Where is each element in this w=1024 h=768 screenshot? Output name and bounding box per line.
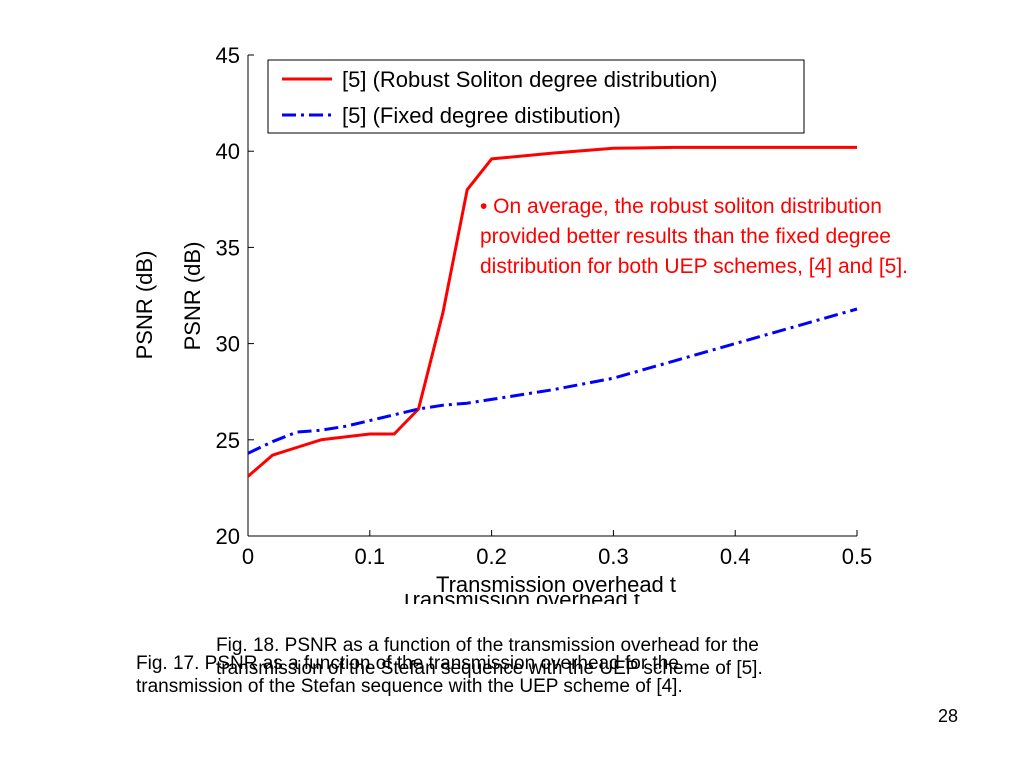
- annotation-line: distribution for both UEP schemes, [4] a…: [480, 255, 909, 278]
- x-tick-label: 0.4: [720, 544, 751, 569]
- series-layer: [247, 145, 858, 478]
- psnr-chart: PSNR (dB) Transmission overhead t 0 0.1 0.…: [132, 43, 873, 612]
- back-x-axis-label: Transmission overhead t: [400, 587, 640, 612]
- annotation-line: • On average, the robust soliton distrib…: [480, 195, 882, 218]
- caption-fig18: Fig. 18. PSNR as a function of the trans…: [216, 634, 763, 680]
- y-tick-label: 30: [216, 332, 240, 357]
- legend-label-fixed: [5] (Fixed degree distibution): [342, 103, 621, 128]
- x-tick-label: 0.5: [842, 544, 873, 569]
- annotation-line: provided better results than the fixed d…: [480, 225, 891, 248]
- x-axis-label: Transmission overhead t: [436, 572, 676, 597]
- series-line-robust-soliton: [247, 145, 857, 478]
- back-y-axis-label: PSNR (dB): [132, 251, 157, 360]
- ticks: [247, 54, 858, 537]
- caption-fig17-line: transmission of the Stefan sequence with…: [136, 676, 683, 697]
- caption-fig18-line: transmission of the Stefan sequence with…: [216, 658, 763, 679]
- x-tick-label: 0.2: [476, 544, 507, 569]
- series-line-fixed-degree: [247, 307, 858, 455]
- caption-fig17-line: Fig. 17. PSNR as a function of the trans…: [136, 653, 679, 674]
- legend: [5] (Robust Soliton degree distribution)…: [267, 59, 805, 134]
- y-tick-label: 45: [216, 43, 240, 68]
- caption-fig18-line: Fig. 18. PSNR as a function of the trans…: [216, 635, 759, 656]
- legend-label-robust: [5] (Robust Soliton degree distribution): [342, 67, 717, 92]
- page-number: 28: [938, 706, 959, 726]
- y-tick-label: 40: [216, 139, 240, 164]
- x-tick-label: 0: [242, 544, 254, 569]
- y-tick-label: 25: [216, 428, 240, 453]
- x-tick-label: 0.3: [598, 544, 629, 569]
- y-axis-label: PSNR (dB): [180, 242, 205, 351]
- legend-box: [267, 59, 805, 134]
- x-tick-label: 0.1: [355, 544, 386, 569]
- tick-labels: 0 0.1 0.2 0.3 0.4 0.5 20 25 30 35 40 45: [216, 43, 873, 569]
- caption-fig17: Fig. 17. PSNR as a function of the trans…: [136, 652, 683, 698]
- annotation: • On average, the robust soliton distrib…: [480, 192, 1020, 282]
- y-tick-label: 20: [216, 524, 240, 549]
- y-tick-label: 35: [216, 235, 240, 260]
- axes: [247, 55, 857, 537]
